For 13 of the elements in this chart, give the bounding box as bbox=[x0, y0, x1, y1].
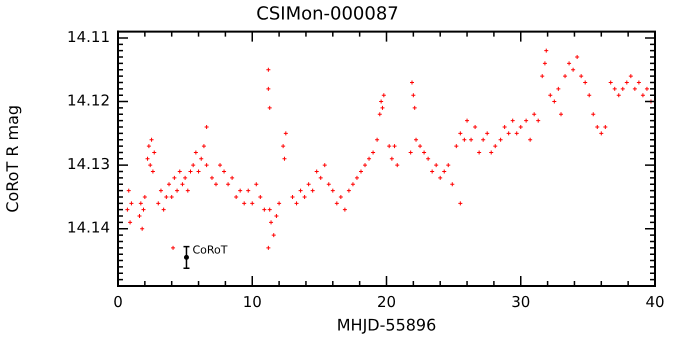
y-tick-label: 14.11 bbox=[67, 28, 110, 46]
y-tick-label: 14.14 bbox=[67, 218, 110, 237]
y-axis-title: CoRoT R mag bbox=[2, 104, 22, 213]
x-tick-label: 40 bbox=[645, 292, 665, 311]
x-tick-label: 0 bbox=[113, 292, 123, 311]
x-axis-title: MHJD-55896 bbox=[336, 316, 436, 335]
x-tick-label: 20 bbox=[376, 292, 396, 311]
x-tick-label: 30 bbox=[511, 292, 530, 311]
x-tick-label: 10 bbox=[242, 292, 262, 311]
y-tick-label: 14.13 bbox=[67, 155, 110, 174]
chart-title: CSIMon-000087 bbox=[256, 3, 399, 24]
y-tick-label: 14.12 bbox=[67, 91, 110, 110]
series-label: CoRoT bbox=[192, 243, 228, 256]
